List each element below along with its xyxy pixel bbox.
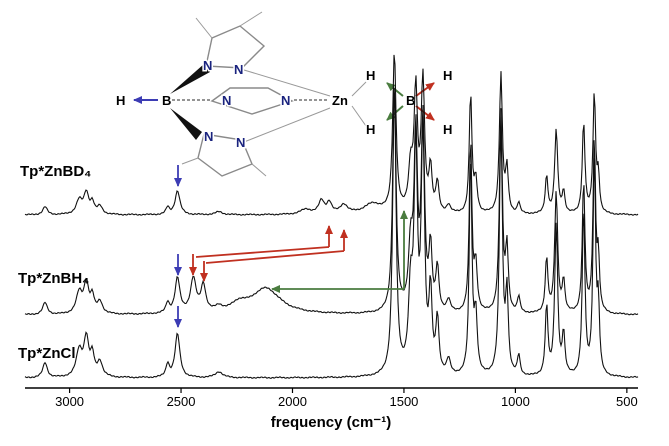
bh4-h-bottom-right: H: [443, 122, 452, 137]
terminal-bh-bond-arrow-bottom: [415, 105, 435, 121]
bh4-h-top-left: H: [366, 68, 375, 83]
bond-n-zn-bottom: [243, 107, 331, 143]
wedge-bond-b-n-top: [170, 64, 210, 94]
x-tick-label: 3000: [55, 394, 84, 409]
pyrazole-ring-top: [205, 25, 266, 69]
x-tick-label: 500: [616, 394, 638, 409]
x-tick-label: 1500: [389, 394, 418, 409]
spectrum-trace-2: [24, 91, 639, 380]
x-tick-label: 2000: [278, 394, 307, 409]
n-label-ring-top-1: N: [203, 58, 212, 73]
n-label-ring-bottom-2: N: [236, 135, 245, 150]
methyl-stub-bottom-left: [181, 157, 199, 165]
spectrum-trace-1: [24, 87, 639, 316]
bh4-boron-label: B: [406, 93, 415, 108]
zinc-label: Zn: [332, 93, 348, 108]
wedge-bond-b-n-bottom: [170, 108, 202, 140]
pyrazole-ring-bottom: [197, 133, 253, 177]
molecular-structure-inset: H B N N N N N N Zn B H H H H: [115, 11, 454, 177]
n-label-ring-middle-1: N: [222, 93, 231, 108]
plot-layer: 3000 2500 2000 1500 1000 500 Tp*ZnBD₄ Tp*ZnBH₄ T…: [18, 54, 639, 409]
bond-zn-h-bridge-top: [351, 81, 367, 97]
terminal-bh-bond-arrow-top: [415, 82, 435, 97]
x-axis-title: frequency (cm⁻¹): [271, 414, 391, 431]
terminal-shift-connector-2: [205, 250, 345, 264]
methyl-stub-top-right: [239, 11, 263, 27]
methyl-stub-top-left: [195, 17, 213, 39]
n-label-ring-middle-2: N: [281, 93, 290, 108]
tp-boron-label: B: [162, 93, 171, 108]
x-tick-label: 1000: [501, 394, 530, 409]
terminal-shift-connector-1: [195, 246, 330, 258]
spectrum-label-1: Tp*ZnBH₄: [18, 270, 89, 287]
pyrazole-ring-middle: [210, 87, 294, 115]
methyl-stub-bottom-right: [251, 163, 267, 177]
bond-zn-h-bridge-bottom: [351, 105, 367, 127]
spectrum-label-2: Tp*ZnCl: [18, 345, 76, 362]
n-label-ring-bottom-1: N: [204, 129, 213, 144]
tp-bh-hydrogen-label: H: [116, 93, 125, 108]
n-label-ring-top-2: N: [234, 62, 243, 77]
spectrum-label-0: Tp*ZnBD₄: [20, 163, 91, 180]
x-tick-label: 2500: [167, 394, 196, 409]
spectrum-trace-0: [24, 54, 639, 216]
bh4-h-top-right: H: [443, 68, 452, 83]
bh4-h-bottom-left: H: [366, 122, 375, 137]
bond-n-zn-top: [243, 69, 331, 97]
